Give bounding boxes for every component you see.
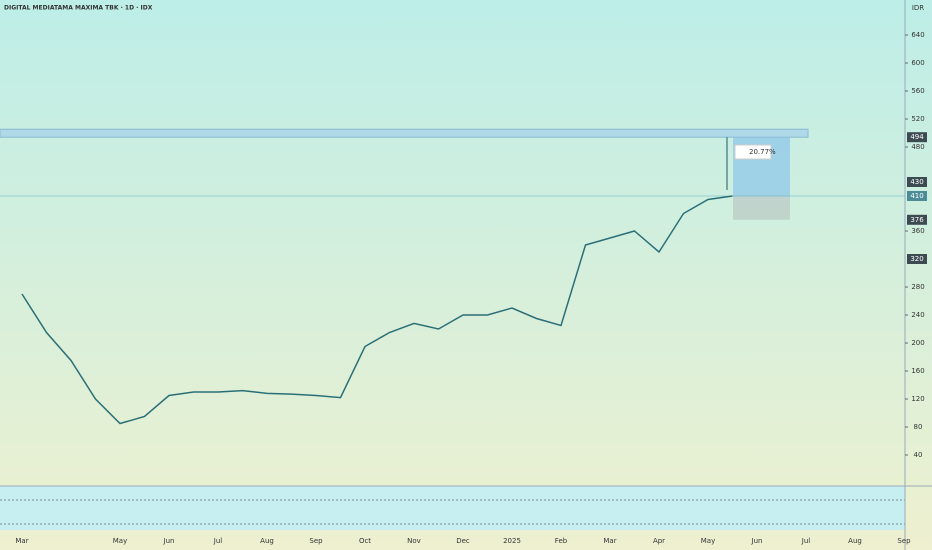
x-tick-label: Aug	[848, 537, 862, 545]
y-tick-label: 40	[914, 451, 923, 459]
x-tick-label: Aug	[260, 537, 274, 545]
y-tick-label: 280	[911, 283, 924, 291]
y-tick-label: 360	[911, 227, 924, 235]
y-tick-label: 640	[911, 31, 924, 39]
currency: IDR	[912, 4, 924, 12]
price-tag	[907, 132, 927, 143]
y-tick-label: 80	[914, 423, 923, 431]
x-tick-label: Dec	[456, 537, 470, 545]
y-tick-label: 240	[911, 311, 924, 319]
price-tag-label: 410	[910, 192, 923, 200]
y-tick-label: 160	[911, 367, 924, 375]
x-tick-label: Sep	[897, 537, 911, 545]
price-tag-label: 494	[910, 133, 924, 141]
y-tick-label: 480	[911, 143, 924, 151]
x-tick-label: May	[113, 537, 127, 545]
x-tick-label: Sep	[309, 537, 323, 545]
y-tick-label: 560	[911, 87, 924, 95]
price-tag	[907, 254, 927, 264]
annotation-box	[734, 144, 772, 160]
chart-title: DIGITAL MEDIATAMA MAXIMA TBK · 1D · IDX	[4, 5, 153, 12]
x-tick-label: Jun	[163, 537, 175, 545]
y-tick-label: 200	[911, 339, 924, 347]
price-tag-label: 430	[910, 178, 923, 186]
x-tick-label: Oct	[359, 537, 371, 545]
x-tick-label: Feb	[555, 537, 568, 545]
price-tag	[907, 214, 927, 225]
x-tick-label: Jul	[801, 537, 811, 545]
price-line	[21, 195, 733, 425]
price-tag-label: 320	[910, 255, 923, 263]
resistance-zone	[0, 128, 809, 138]
x-tick-label: Jul	[213, 537, 223, 545]
x-tick-label: Apr	[653, 537, 665, 545]
stop-zone	[733, 196, 790, 220]
x-tick-label: Mar	[603, 537, 616, 545]
price-tag	[907, 191, 927, 201]
rsi-pane	[0, 486, 905, 530]
annotation: 20.77%	[749, 148, 776, 156]
x-tick-label: Mar	[15, 537, 28, 545]
y-tick-label: 600	[911, 59, 924, 67]
x-tick-label: Jun	[751, 537, 763, 545]
x-tick-label: Nov	[407, 537, 421, 545]
price-tag	[907, 177, 927, 187]
y-tick-label: 120	[911, 395, 924, 403]
x-tick-label: 2025	[503, 537, 521, 545]
price-tag-label: 376	[910, 216, 924, 224]
x-tick-label: May	[701, 537, 715, 545]
y-tick-label: 520	[911, 115, 924, 123]
